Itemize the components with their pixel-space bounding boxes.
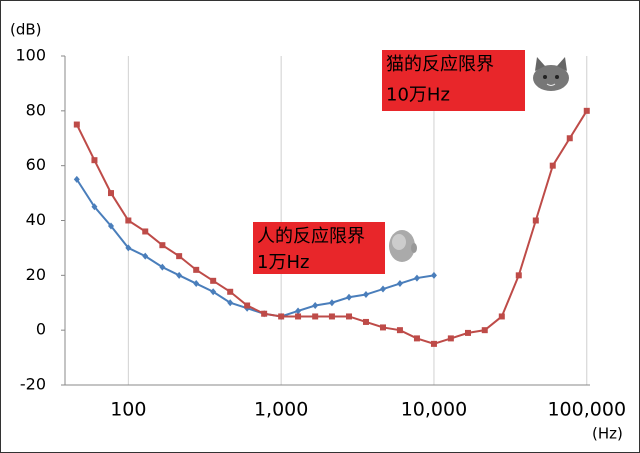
point (193, 266, 200, 273)
point (261, 310, 268, 317)
point (346, 293, 353, 301)
point (142, 228, 149, 235)
y-tick-label: 100 (15, 46, 46, 65)
point (549, 162, 556, 169)
point (396, 280, 403, 288)
point (464, 329, 471, 336)
point (295, 313, 302, 320)
point (125, 217, 132, 224)
y-tick-label: 60 (26, 155, 46, 174)
point (328, 313, 335, 320)
point (159, 263, 166, 271)
point (227, 299, 234, 307)
point (91, 157, 98, 164)
y-tick-label: 0 (36, 320, 46, 339)
point (430, 340, 437, 347)
annotation-text: 10万Hz (386, 85, 450, 106)
point (379, 285, 386, 293)
x-tick-label: 10,000 (401, 399, 467, 421)
point (107, 190, 114, 197)
point (328, 299, 335, 307)
point (278, 313, 285, 320)
point (176, 253, 183, 260)
plot-area: 100 1,000 10,000 100,000 -20 0 20 40 60 80 100 (15, 46, 626, 421)
y-tick-label: 20 (26, 265, 46, 284)
point (210, 277, 217, 284)
point (413, 335, 420, 342)
point (396, 327, 403, 334)
x-axis-label: (Hz) (592, 425, 623, 443)
x-tick-label: 1,000 (254, 399, 308, 421)
point (362, 318, 369, 325)
point (244, 302, 251, 309)
cat-icon (533, 57, 569, 91)
point (498, 313, 505, 320)
point (295, 307, 302, 315)
point (73, 121, 80, 128)
y-axis-label: (dB) (10, 21, 42, 39)
point (193, 280, 200, 288)
point (583, 107, 590, 114)
point (107, 222, 114, 230)
x-tick-label: 100 (110, 399, 146, 421)
y-tick-label: 40 (26, 210, 46, 229)
head-icon (389, 230, 417, 262)
annotation-text: 1万Hz (257, 252, 309, 273)
y-tick-label: 80 (26, 100, 46, 119)
point (346, 313, 353, 320)
x-tick-label: 100,000 (547, 399, 626, 421)
point (532, 217, 539, 224)
point (379, 324, 386, 331)
annotation-text: 猫的反应限界 (386, 54, 494, 75)
point (430, 271, 437, 279)
annotation-box (253, 222, 385, 274)
point (312, 313, 319, 320)
point (142, 252, 149, 260)
point (515, 272, 522, 279)
y-tick-label: -20 (20, 375, 46, 394)
point (91, 203, 98, 211)
series-line (75, 178, 435, 318)
point (227, 288, 234, 295)
point (176, 271, 183, 279)
point (73, 175, 80, 183)
point (210, 288, 217, 296)
annotation-box (382, 50, 525, 111)
icons (389, 57, 569, 262)
point (481, 327, 488, 334)
point (413, 274, 420, 282)
point (159, 242, 166, 249)
point (312, 301, 319, 309)
annotation-text: 人的反应限界 (257, 226, 365, 247)
point (566, 135, 573, 142)
point (447, 335, 454, 342)
point (125, 244, 132, 252)
point (362, 291, 369, 299)
